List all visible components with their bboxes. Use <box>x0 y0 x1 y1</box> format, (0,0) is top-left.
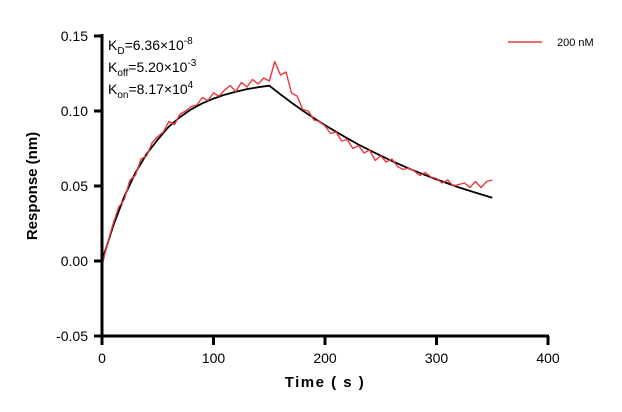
y-tick-label: 0.00 <box>61 253 88 269</box>
kon-annotation: Kon=8.17×104 <box>108 80 194 101</box>
y-axis-ticks: 0.15 0.10 0.05 0.00 -0.05 <box>56 28 102 344</box>
koff-annotation: Koff=5.20×10-3 <box>108 58 197 79</box>
x-tick-label: 0 <box>98 350 106 366</box>
y-tick-label: 0.05 <box>61 178 88 194</box>
x-tick-label: 200 <box>313 350 337 366</box>
data-series-200nm <box>101 60 493 266</box>
y-tick-label: 0.15 <box>61 28 88 44</box>
legend-label-200nm: 200 nM <box>557 37 594 49</box>
y-tick-label: -0.05 <box>56 328 88 344</box>
legend: 200 nM <box>508 37 594 49</box>
kinetics-annotation: KD=6.36×10-8 Koff=5.20×10-3 Kon=8.17×104 <box>108 36 197 101</box>
x-tick-label: 100 <box>202 350 226 366</box>
data-series-layer <box>101 60 493 266</box>
x-tick-label: 400 <box>536 350 560 366</box>
x-axis-ticks: 0 100 200 300 400 <box>98 336 560 366</box>
fit-curve-layer <box>101 84 493 262</box>
y-axis-title: Response (nm) <box>24 132 41 240</box>
x-axis-title: Time ( s ) <box>285 374 366 391</box>
x-tick-label: 300 <box>425 350 449 366</box>
y-tick-label: 0.10 <box>61 103 88 119</box>
kd-annotation: KD=6.36×10-8 <box>108 36 193 57</box>
fit-curve <box>101 84 493 262</box>
